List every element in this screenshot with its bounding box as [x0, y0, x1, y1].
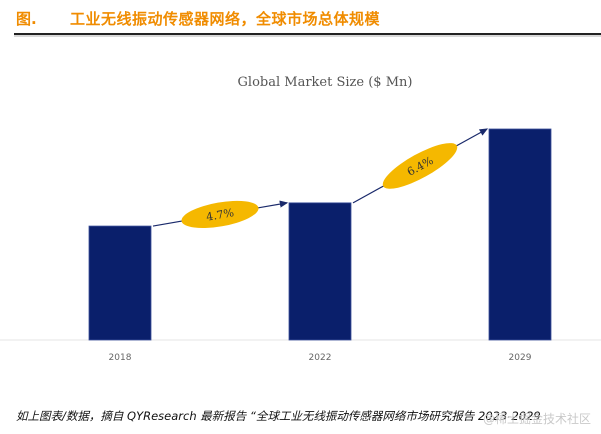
- figure-header: 图. 工业无线振动传感器网络，全球市场总体规模: [16, 6, 380, 30]
- watermark: @稀土掘金技术社区: [483, 412, 592, 426]
- bar-2018: [88, 225, 152, 341]
- x-tick-2029: 2029: [509, 353, 532, 363]
- header-rule-shadow: [14, 35, 601, 37]
- chart-title: Global Market Size ($ Mn): [238, 75, 413, 90]
- figure-label: 图.: [16, 9, 37, 28]
- figure-title: 工业无线振动传感器网络，全球市场总体规模: [70, 9, 381, 28]
- x-tick-2018: 2018: [109, 353, 132, 363]
- growth-label: 4.7%: [205, 206, 235, 224]
- x-tick-2022: 2022: [309, 353, 332, 363]
- source-caption: 如上图表/数据，摘自 QYResearch 最新报告 “全球工业无线振动传感器网…: [16, 409, 541, 423]
- x-tick-labels: 2018 2022 2029: [109, 353, 532, 363]
- bar-chart: Global Market Size ($ Mn) 2018 2022 2029 4…: [0, 75, 601, 363]
- growth-badge-ellipse: [181, 200, 259, 229]
- bars-group: [88, 128, 552, 341]
- growth-badge-2018-2022: 4.7%: [181, 200, 259, 229]
- growth-badge-ellipse: [382, 143, 458, 189]
- bar-2022: [288, 202, 352, 341]
- bar-2029: [488, 128, 552, 341]
- growth-annotations: 4.7% 6.4%: [152, 128, 489, 229]
- header-rule: [14, 33, 601, 35]
- growth-badge-2022-2029: 6.4%: [382, 143, 458, 189]
